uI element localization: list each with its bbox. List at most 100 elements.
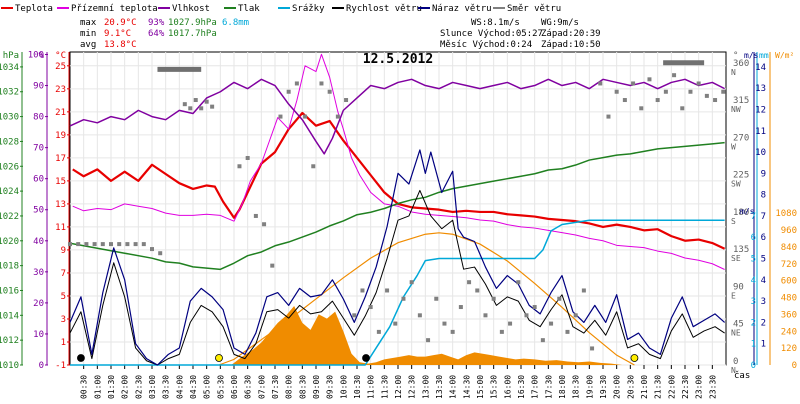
series-7-point-24 [286, 89, 291, 94]
series-7-point-33 [360, 288, 365, 293]
tick-time-0: 00:30 [80, 375, 89, 399]
axes: hPa1010101210141016101810201022102410261… [0, 50, 797, 399]
tick-ms-7: 8 [761, 191, 766, 201]
tick-time-23: 12:00 [394, 375, 403, 399]
series-7-point-75 [704, 93, 709, 98]
stats-max-label: max [80, 18, 97, 28]
sun-rise: Slunce Východ:05:27 [440, 29, 543, 39]
series-7-point-77 [721, 89, 726, 94]
tick-ms-13: 14 [755, 63, 766, 73]
series-7-point-34 [368, 305, 373, 310]
tick-time-10: 05:30 [216, 375, 225, 399]
tick-dir-compass-0: N [731, 366, 736, 375]
series-radiation-theoretical [218, 232, 635, 366]
tick-time-19: 10:00 [339, 375, 348, 399]
series-7-point-9 [141, 242, 146, 247]
tick-time-42: 21:30 [654, 375, 663, 399]
series-7-point-57 [557, 296, 562, 301]
stats-min-label: min [80, 29, 96, 39]
series-7-point-26 [303, 114, 308, 119]
tick-wm2-4: 480 [781, 294, 797, 304]
tick-pct-4: 40 [33, 237, 44, 247]
tick-wm2-1: 120 [781, 344, 797, 354]
tick-time-45: 23:00 [695, 375, 704, 399]
series-7-point-63 [606, 114, 611, 119]
tick-ms-1: 2 [761, 318, 766, 328]
series-7-point-50 [499, 329, 504, 334]
tick-hpa-0: 1010 [0, 361, 19, 371]
stats-max-temp: 20.9°C [104, 18, 137, 28]
series-7-point-10 [150, 247, 154, 252]
tick-degC-10: 19 [55, 131, 66, 141]
tick-time-8: 04:30 [189, 375, 198, 399]
tick-degC-9: 17 [55, 154, 66, 164]
tick-time-25: 13:00 [421, 375, 430, 399]
axis-label-hpa: hPa [3, 51, 19, 61]
tick-degC-1: 1 [61, 338, 66, 348]
wind-wg: WG:9m/s [541, 18, 579, 28]
tick-dir-compass-4: S [731, 217, 736, 226]
tick-time-3: 02:00 [121, 375, 130, 399]
tick-time-46: 23:30 [708, 375, 717, 399]
tick-time-2: 01:30 [107, 375, 116, 399]
tick-dir-compass-3: SE [731, 254, 741, 263]
series-7-point-48 [483, 313, 488, 318]
marker-sunrise [215, 354, 223, 362]
series-7-point-17 [210, 104, 215, 109]
tick-time-29: 15:00 [476, 375, 485, 399]
series-2-line [69, 78, 725, 155]
legend-label-7: Směr větru [507, 4, 561, 14]
series-7-point-8 [133, 242, 138, 247]
series-7-point-32 [352, 313, 357, 318]
tick-time-4: 02:30 [134, 375, 143, 399]
series-7-point-28 [319, 81, 324, 86]
series-7-point-67 [639, 106, 644, 111]
series-7-point-2 [84, 242, 89, 247]
tick-wm2-8: 960 [781, 226, 797, 236]
tick-degC-4: 7 [61, 269, 66, 279]
chart-title: 12.5.2012 [363, 52, 433, 67]
tick-hpa-10: 1030 [0, 113, 19, 123]
tick-dir-compass-2: E [731, 291, 736, 300]
series-7-point-18 [237, 164, 242, 169]
tick-mm-7: 7 [751, 212, 756, 222]
tick-dir-compass-6: W [731, 142, 736, 151]
tick-time-14: 07:30 [271, 375, 280, 399]
series-7-point-20 [253, 213, 258, 218]
series-7-point-0 [68, 242, 72, 247]
series-7-point-62 [598, 81, 603, 86]
series-7-point-47 [475, 288, 480, 293]
tick-time-12: 06:30 [244, 375, 253, 399]
series-7-point-11 [158, 251, 163, 256]
tick-ms-5: 6 [761, 233, 766, 243]
header: 12.5.2012 max 20.9°C 93% 1027.9hPa 6.8mm… [80, 18, 601, 67]
series-7-point-41 [426, 338, 431, 343]
series-7-point-16 [204, 99, 209, 104]
series-7-point-29 [327, 89, 332, 94]
tick-mm-0: 0 [751, 361, 756, 371]
series-7-point-52 [516, 280, 521, 285]
stats-min-temp: 9.1°C [104, 29, 131, 39]
tick-time-22: 11:30 [380, 375, 389, 399]
tick-time-32: 16:30 [517, 375, 526, 399]
tick-pct-8: 80 [33, 113, 44, 123]
series-6-line [69, 149, 726, 366]
tick-time-6: 03:30 [162, 375, 171, 399]
series-0-line [72, 111, 726, 250]
tick-hpa-1: 1012 [0, 336, 19, 346]
moon-rise: Měsíc Východ:0:24 [440, 40, 532, 50]
tick-ms-4: 5 [761, 255, 766, 265]
tick-ms-8: 9 [761, 169, 766, 179]
tick-time-33: 17:00 [531, 375, 540, 399]
stats-avg-label: avg [80, 40, 96, 50]
tick-time-15: 08:00 [285, 375, 294, 399]
tick-time-21: 11:00 [367, 375, 376, 399]
tick-ms-6: 7 [761, 212, 766, 222]
stats-max-press: 1027.9hPa [168, 18, 217, 28]
tick-ms-11: 12 [755, 105, 766, 115]
tick-time-38: 19:30 [599, 375, 608, 399]
tick-time-17: 09:00 [312, 375, 321, 399]
tick-time-28: 14:30 [462, 375, 471, 399]
series-7-point-22 [270, 263, 275, 268]
